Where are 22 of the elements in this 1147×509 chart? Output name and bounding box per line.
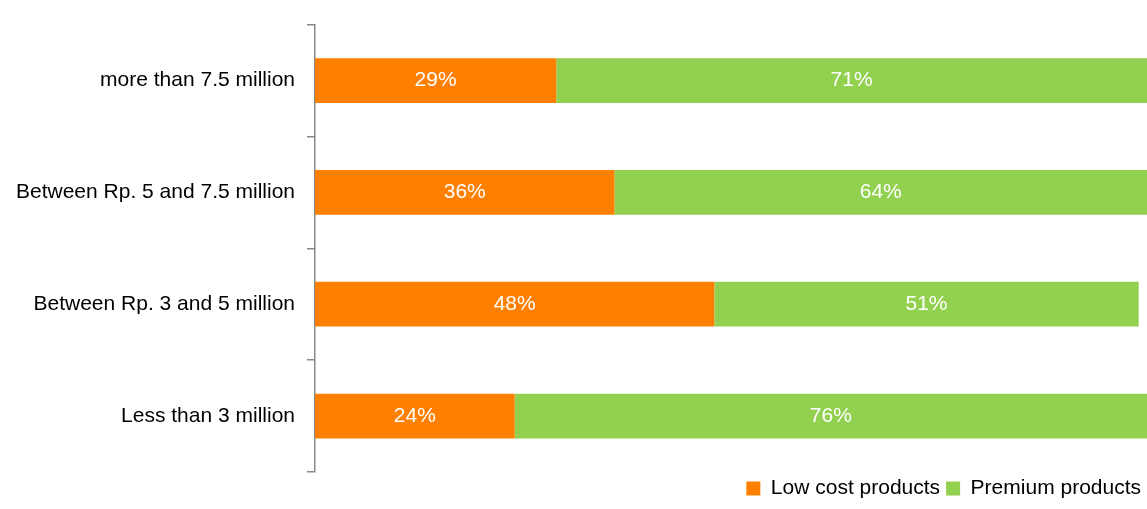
y-tick-label: Less than 3 million: [121, 402, 295, 426]
bar: [315, 170, 615, 215]
bar: [315, 281, 715, 327]
bar: [614, 170, 1147, 215]
legend-label: Premium products: [970, 475, 1141, 499]
data-label: 36%: [443, 179, 486, 203]
bar: [556, 58, 1147, 103]
data-label: 48%: [493, 291, 536, 315]
y-tick-label: Between Rp. 3 and 5 million: [33, 291, 295, 315]
data-label: 76%: [809, 402, 852, 426]
y-tick-label: Between Rp. 5 and 7.5 million: [16, 179, 295, 203]
legend-label: Low cost products: [770, 475, 941, 499]
data-label: 24%: [393, 402, 436, 426]
data-label: 29%: [414, 67, 457, 91]
y-tick-label: more than 7.5 million: [100, 67, 295, 91]
bar: [315, 393, 515, 439]
data-label: 71%: [830, 67, 873, 91]
bar: [514, 393, 1147, 439]
data-label: 64%: [859, 179, 902, 203]
data-label: 51%: [905, 291, 948, 315]
bar: [315, 58, 557, 103]
bar: [714, 281, 1139, 327]
